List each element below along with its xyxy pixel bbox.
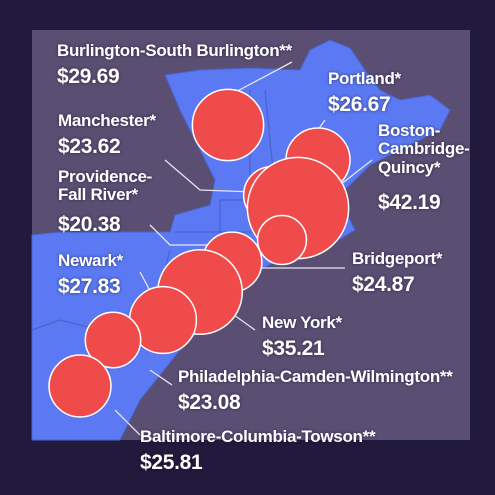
bubbles: [48, 88, 351, 418]
value-label: $23.62: [58, 135, 121, 158]
value-label: $27.83: [58, 275, 121, 298]
metro-name: Burlington-South Burlington**: [57, 41, 292, 60]
value-label: $26.67: [328, 93, 391, 116]
value-label: $20.38: [58, 213, 121, 236]
bubble: [191, 88, 265, 162]
value-label: $23.08: [178, 391, 241, 414]
value-label: $42.19: [378, 191, 441, 214]
metro-name: Bridgeport*: [352, 249, 443, 268]
value-label: $29.69: [57, 65, 120, 88]
metro-name: Philadelphia-Camden-Wilmington**: [178, 367, 453, 386]
metro-name: Baltimore-Columbia-Towson**: [140, 427, 376, 446]
metro-name: New York*: [262, 313, 342, 332]
bubble: [256, 214, 308, 266]
metro-name: Portland*: [328, 69, 401, 88]
leader-lines: [114, 61, 373, 436]
bubble: [84, 311, 142, 369]
metro-name: Newark*: [58, 251, 123, 270]
value-label: $24.87: [352, 273, 415, 296]
bubble: [48, 354, 112, 418]
metro-name: Manchester*: [58, 111, 156, 130]
metro-name: Boston-Cambridge-Quincy*: [378, 121, 470, 177]
value-label: $25.81: [140, 451, 203, 474]
metro-name: Providence-Fall River*: [58, 167, 153, 205]
value-label: $35.21: [262, 337, 325, 360]
